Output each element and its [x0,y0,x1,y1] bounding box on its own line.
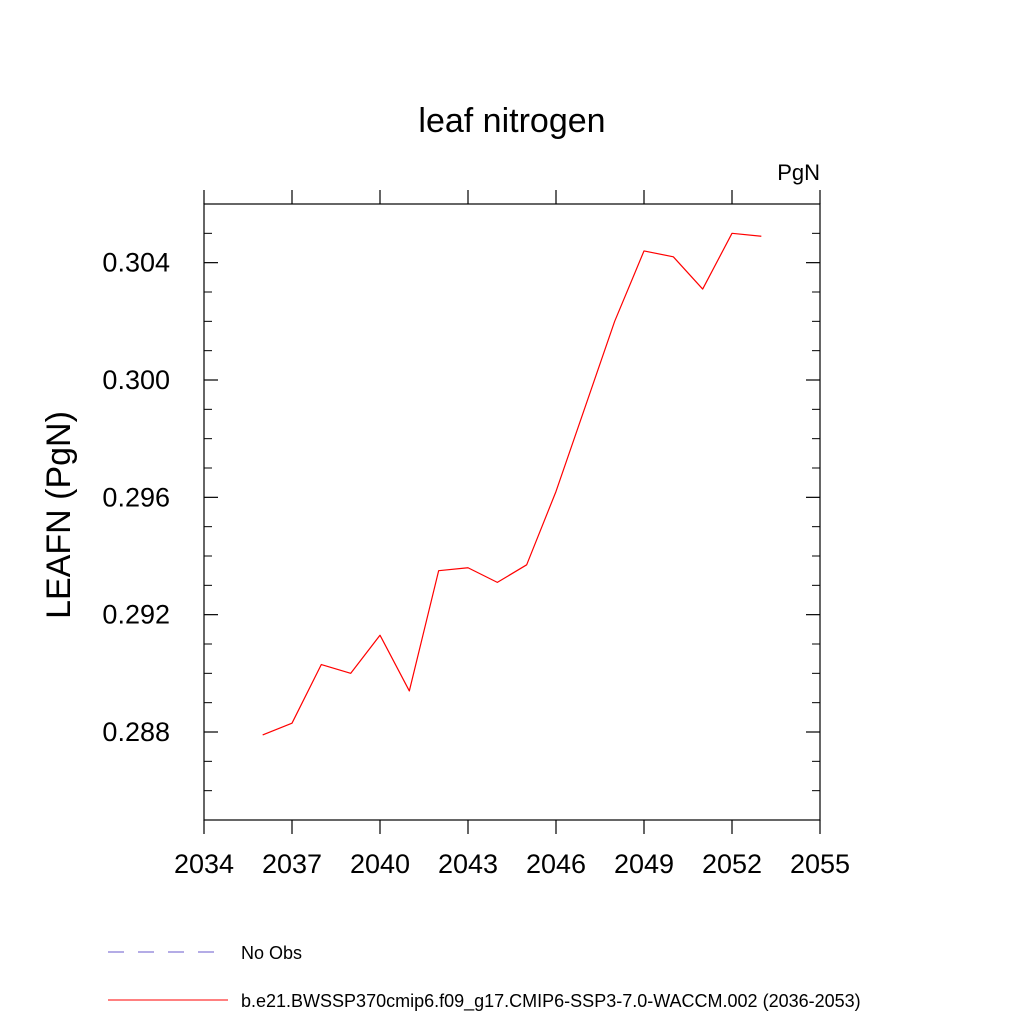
data-point [671,254,676,259]
data-point [466,565,471,570]
legend: No Obs b.e21.BWSSP370cmip6.f09_g17.CMIP6-… [108,943,861,1012]
plot-frame [203,203,821,821]
data-point [700,287,705,292]
data-point [378,633,383,638]
data-point [642,248,647,253]
data-point [554,489,559,494]
y-axis-label: LEAFN (PgN) [40,411,78,619]
x-tick-label: 2052 [702,849,762,879]
x-tick-label: 2040 [350,849,410,879]
data-point [495,580,500,585]
y-axis-ticks: 0.288 0.292 0.296 0.300 0.304 [102,203,820,821]
y-tick-label: 0.300 [102,365,170,395]
x-tick-label: 2046 [526,849,586,879]
units-label: PgN [777,160,820,185]
data-point [436,568,441,573]
x-tick-label: 2055 [790,849,850,879]
y-tick-label: 0.292 [102,600,170,630]
data-point [407,688,412,693]
y-tick-label: 0.296 [102,482,170,512]
legend-label-1: b.e21.BWSSP370cmip6.f09_g17.CMIP6-SSP3-7… [241,991,861,1012]
chart-title: leaf nitrogen [418,102,605,140]
data-point [612,319,617,324]
data-point [260,732,265,737]
x-tick-label: 2043 [438,849,498,879]
x-tick-label: 2034 [174,849,234,879]
data-point [290,721,295,726]
data-point [730,231,735,236]
y-tick-label: 0.288 [102,717,170,747]
data-point [348,671,353,676]
y-tick-label: 0.304 [102,248,170,278]
series-layer [260,231,764,737]
x-axis-ticks: 2034 2037 2040 2043 2046 2049 2052 2055 [174,190,850,879]
series-line-0 [262,232,762,736]
data-point [759,234,764,239]
x-tick-label: 2037 [262,849,322,879]
legend-label-0: No Obs [241,943,302,963]
data-point [583,404,588,409]
data-point [524,562,529,567]
x-tick-label: 2049 [614,849,674,879]
data-point [319,662,324,667]
